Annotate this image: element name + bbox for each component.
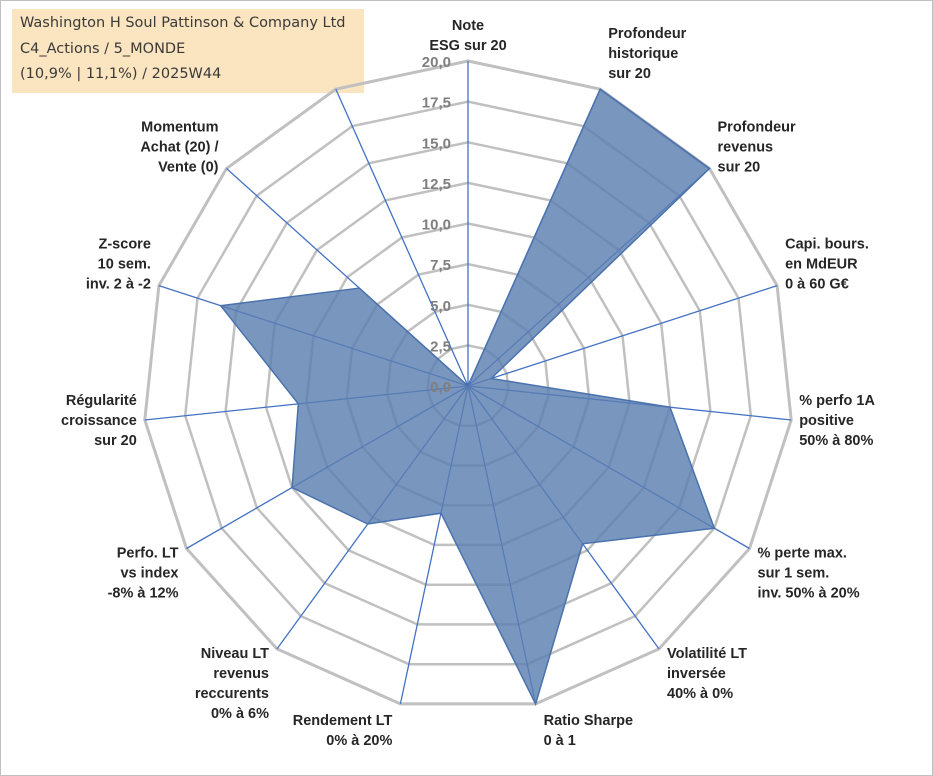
axis-spoke xyxy=(335,88,469,387)
axis-label: revenus xyxy=(213,666,269,682)
tick-label: 12,5 xyxy=(422,176,451,193)
axis-label: Perfo. LT xyxy=(117,546,179,562)
axis-label: revenus xyxy=(718,140,774,156)
axis-label: Profondeur xyxy=(608,26,686,42)
tick-label: 20,0 xyxy=(422,54,451,71)
axis-label: Volatilité LT xyxy=(667,646,747,662)
axis-label: % perte max. xyxy=(758,546,847,562)
axis-label: 0% à 6% xyxy=(211,706,269,722)
axis-label: Z-score xyxy=(99,237,151,253)
tick-label: 15,0 xyxy=(422,135,451,152)
axis-label: 0% à 20% xyxy=(326,733,392,749)
axis-label: Capi. bours. xyxy=(785,237,869,253)
axis-spoke xyxy=(467,284,778,387)
grid-ring xyxy=(183,100,753,666)
axis-label: Achat (20) / xyxy=(140,140,218,156)
tick-label: 0,0 xyxy=(430,379,451,396)
axis-label: sur 1 sem. xyxy=(758,566,830,582)
tick-label: 17,5 xyxy=(422,95,451,112)
axis-label: Momentum xyxy=(141,120,218,136)
tick-label: 10,0 xyxy=(422,217,451,234)
axis-label: 50% à 80% xyxy=(799,433,873,449)
axis-label: en MdEUR xyxy=(785,257,858,273)
axis-label: vs index xyxy=(120,566,178,582)
axis-label: inv. 2 à -2 xyxy=(86,277,151,293)
tick-label: 7,5 xyxy=(430,257,451,274)
performance-stats: (10,9% | 11,1%) / 2025W44 xyxy=(20,66,222,82)
axis-label: ESG sur 20 xyxy=(429,38,506,54)
axis-label: historique xyxy=(608,46,678,62)
axis-label: inversée xyxy=(667,666,726,682)
axis-label: Niveau LT xyxy=(201,646,269,662)
series-polygon xyxy=(219,87,716,706)
axis-label: 0 à 1 xyxy=(544,733,576,749)
axis-labels: Note ESG sur 20 Profondeur historique sur 20… xyxy=(61,18,875,749)
axis-label: % perfo 1A xyxy=(799,393,875,409)
axis-label: sur 20 xyxy=(718,160,761,176)
axis-label: Ratio Sharpe xyxy=(544,713,633,729)
axis-label: croissance xyxy=(61,413,137,429)
tick-label: 5,0 xyxy=(430,298,451,315)
axis-label: Régularité xyxy=(66,393,137,409)
grid-ring xyxy=(264,181,672,586)
grid-ring xyxy=(143,59,793,706)
tick-label: 2,5 xyxy=(430,338,451,355)
grid-ring xyxy=(224,141,712,626)
axis-label: 0 à 60 G€ xyxy=(785,277,849,293)
axis-label: 10 sem. xyxy=(98,257,151,273)
title-box: Washington H Soul Pattinson & Company Lt… xyxy=(12,9,364,93)
axis-label: -8% à 12% xyxy=(108,586,179,602)
axis-label: sur 20 xyxy=(608,66,651,82)
axis-label: Profondeur xyxy=(718,120,796,136)
axis-label: Note xyxy=(452,18,484,34)
axis-label: 40% à 0% xyxy=(667,686,733,702)
radial-tick-labels: 0,0 2,5 5,0 7,5 10,0 12,5 15,0 17,5 20,0 xyxy=(422,54,451,396)
axis-label: Rendement LT xyxy=(293,713,393,729)
category-label: C4_Actions / 5_MONDE xyxy=(20,41,186,57)
axis-label: reccurents xyxy=(195,686,269,702)
axis-label: positive xyxy=(799,413,854,429)
axis-label: sur 20 xyxy=(94,433,137,449)
axis-label: inv. 50% à 20% xyxy=(758,586,860,602)
company-name: Washington H Soul Pattinson & Company Lt… xyxy=(20,15,346,31)
axis-label: Vente (0) xyxy=(158,160,219,176)
